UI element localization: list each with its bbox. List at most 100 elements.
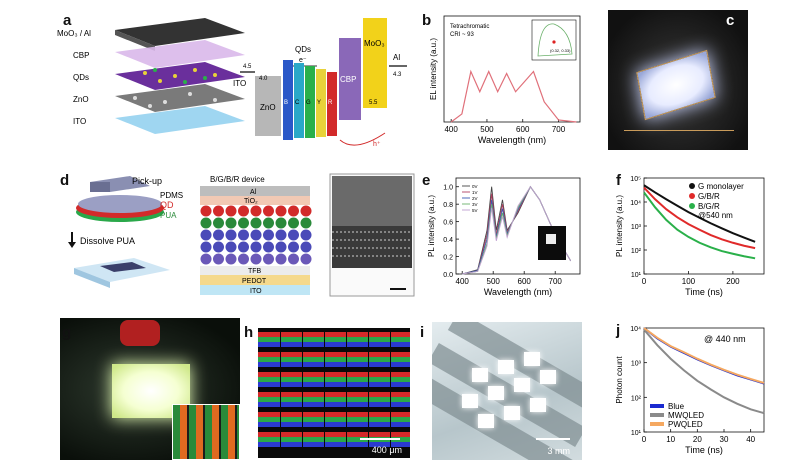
legend-swatch-1 xyxy=(650,413,664,417)
svg-text:G: G xyxy=(306,100,311,106)
qd-dot xyxy=(225,205,237,217)
svg-text:h⁺: h⁺ xyxy=(373,141,381,148)
qd-dot xyxy=(200,229,212,241)
panel-h-micrograph: 400 μm xyxy=(258,328,410,458)
x-tick-label: 400 xyxy=(456,277,470,286)
subpixel-stripe xyxy=(258,422,410,427)
subpixel-stripe xyxy=(258,342,410,347)
legend-label-0: 0V xyxy=(472,184,478,189)
annotation-540: @540 nm xyxy=(698,211,733,220)
qd-dot xyxy=(250,253,262,265)
legend-label-1: G/B/R xyxy=(698,192,720,201)
layer-tfb xyxy=(200,266,310,275)
subpixel-stripe xyxy=(258,392,410,397)
y-tick-label: 10² xyxy=(631,395,642,402)
scalebar-h xyxy=(360,438,400,440)
energy-zno xyxy=(255,76,281,136)
legend-label-2: B/G/R xyxy=(698,202,720,211)
qd-dot xyxy=(275,217,287,229)
panel-label-a: a xyxy=(63,12,72,29)
layer-moo3-al xyxy=(115,18,245,46)
cie-locus xyxy=(537,23,573,57)
panel-label-c: c xyxy=(726,12,735,29)
qd-dot xyxy=(225,229,237,241)
legend-marker-0 xyxy=(689,183,695,189)
device-structure-diagram: MoO₃ / Al CBP QDs ZnO ITO 4.5 ITO 4.0 Zn… xyxy=(57,18,407,148)
subpixel-stripe xyxy=(258,417,410,422)
qd-dot xyxy=(238,241,249,253)
emitting-pixel xyxy=(462,394,478,408)
plot-frame xyxy=(643,327,765,433)
layer-ito-d xyxy=(200,285,310,295)
qd-dot xyxy=(300,253,312,265)
x-tick-label: 100 xyxy=(682,277,696,286)
energy-cbp xyxy=(339,38,361,120)
qd-dot xyxy=(288,217,299,229)
svg-text:TFB: TFB xyxy=(248,268,262,275)
subpixel-stripe xyxy=(258,412,410,417)
layer-tio2 xyxy=(200,196,310,205)
x-axis-label: Time (ns) xyxy=(685,445,723,455)
layer-pedot xyxy=(200,275,310,285)
qd-dot xyxy=(263,241,274,253)
qd-dot xyxy=(200,205,212,217)
x-tick-label: 400 xyxy=(444,125,458,134)
pua-label: PUA xyxy=(160,211,177,220)
energy-b xyxy=(283,60,293,140)
y-tick-label: 10⁵ xyxy=(630,176,641,183)
x-tick-label: 20 xyxy=(693,435,702,444)
series-line-2 xyxy=(643,191,756,260)
layer-cbp xyxy=(115,40,245,68)
series-line-1 xyxy=(643,186,756,250)
y-tick-label: 10¹ xyxy=(631,272,642,279)
subpixel-stripe xyxy=(258,437,410,442)
qd-dot xyxy=(275,229,287,241)
layer-qds xyxy=(115,62,245,90)
x-tick-label: 600 xyxy=(516,125,530,134)
layer-label-4: ITO xyxy=(73,117,86,126)
y-tick-label: 10³ xyxy=(631,361,642,368)
emitting-pixel xyxy=(524,352,540,366)
panel-label-i: i xyxy=(420,324,425,341)
pl-decay-chart: 0 100 200 10¹ 10² 10³ 10⁴ 10⁵ Time (ns) PL intens… xyxy=(615,176,765,297)
legend-marker-2 xyxy=(689,203,695,209)
series-line-1 xyxy=(643,328,765,415)
pl-inset-spot xyxy=(546,234,556,244)
device-title: B/G/B/R device xyxy=(210,175,265,184)
panel-label-h: h xyxy=(244,324,254,341)
qd-dot xyxy=(288,253,299,265)
x-tick-label: 0 xyxy=(642,277,647,286)
y-tick-label: 10¹ xyxy=(631,430,642,437)
svg-text:4.5: 4.5 xyxy=(243,64,252,70)
subpixel-stripe xyxy=(258,382,410,387)
legend-label-1: MWQLED xyxy=(668,411,704,420)
qd-dot xyxy=(213,241,224,253)
emitting-pixel xyxy=(488,386,504,400)
emitting-pixel xyxy=(514,378,530,392)
svg-text:e⁻: e⁻ xyxy=(299,57,307,64)
series-line-0 xyxy=(450,69,577,123)
qd-dot xyxy=(250,205,262,217)
legend-label-0: G monolayer xyxy=(698,182,744,191)
panel-label-b: b xyxy=(422,12,432,29)
qd-dot xyxy=(250,229,262,241)
qd-dot xyxy=(263,217,274,229)
qd-dot xyxy=(288,229,299,241)
qd-dot xyxy=(275,253,287,265)
qd-dot xyxy=(275,241,287,253)
svg-text:Al: Al xyxy=(250,189,257,196)
subpixel-stripe xyxy=(258,357,410,362)
annotation-440: @ 440 nm xyxy=(704,334,746,344)
panel-i-photo: 3 mm xyxy=(432,322,582,460)
dissolve-label: Dissolve PUA xyxy=(80,236,135,246)
series-line-2 xyxy=(643,327,765,384)
subpixel-stripe xyxy=(258,442,410,447)
subpixel-stripe xyxy=(258,362,410,367)
panel-label-g-outer: g xyxy=(62,324,72,341)
svg-text:PEDOT: PEDOT xyxy=(242,278,267,285)
svg-text:TiO₂: TiO₂ xyxy=(244,198,258,205)
svg-text:CBP: CBP xyxy=(340,75,356,84)
qd-dot xyxy=(300,217,312,229)
qd-dot xyxy=(263,253,274,265)
x-tick-label: 40 xyxy=(746,435,755,444)
